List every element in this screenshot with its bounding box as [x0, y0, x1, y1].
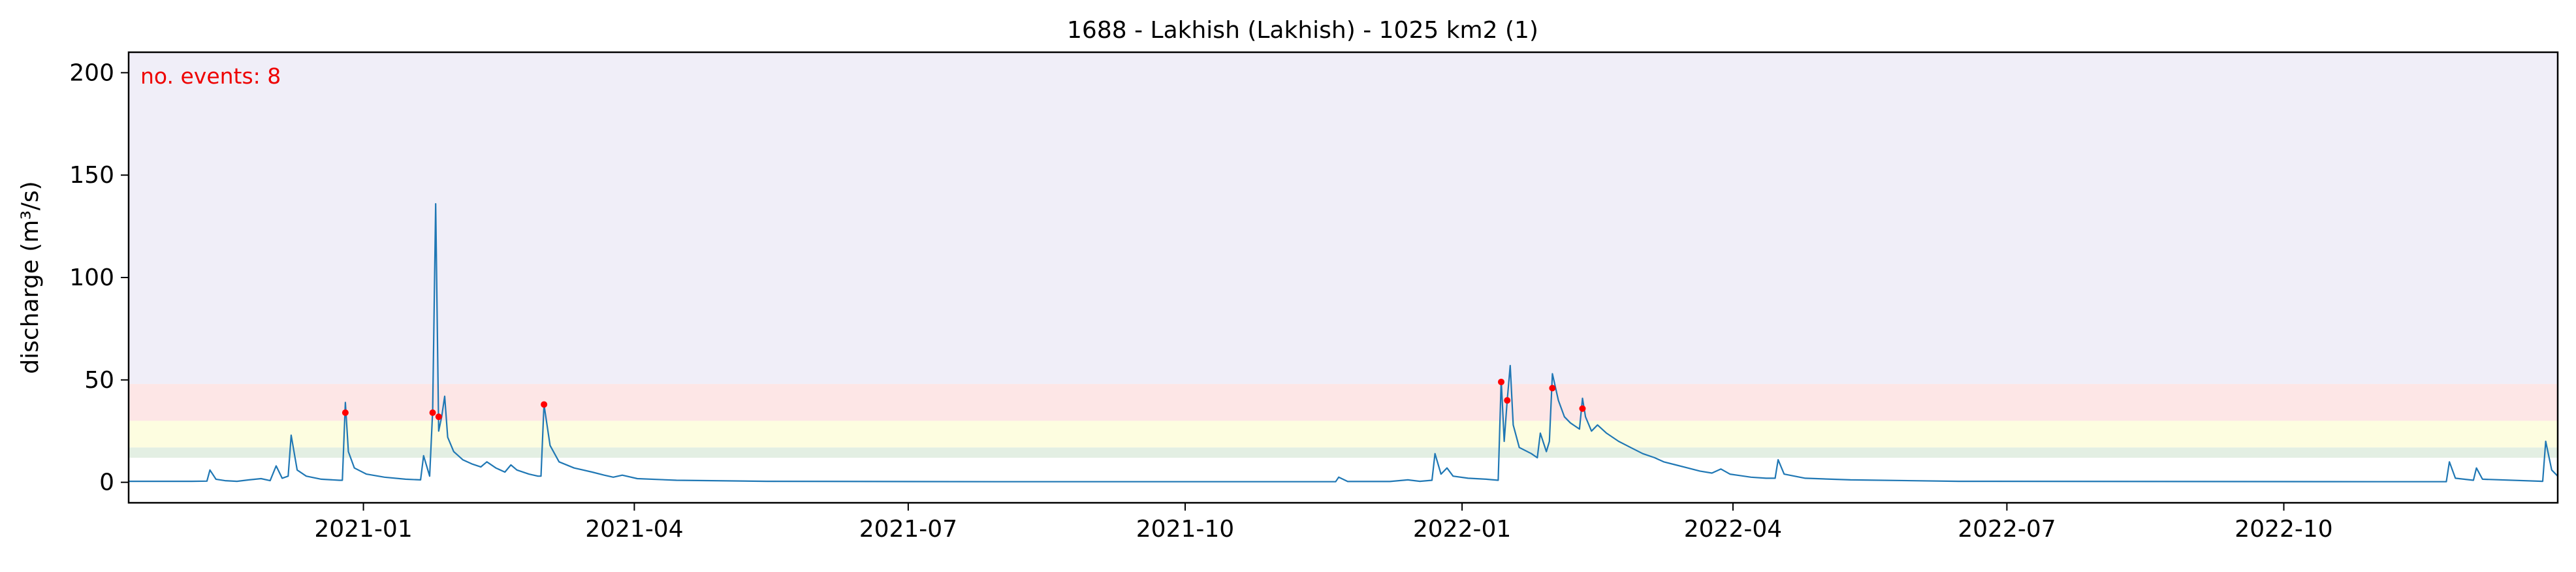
y-tick-label-1: 50 — [84, 367, 114, 394]
threshold-bands — [129, 52, 2558, 458]
discharge-series — [129, 203, 2558, 483]
x-tick-label-0: 2021-01 — [314, 516, 412, 543]
y-tick-label-0: 0 — [99, 469, 114, 496]
event-marker-6 — [1549, 385, 1556, 392]
chart-title: 1688 - Lakhish (Lakhish) - 1025 km2 (1) — [1067, 17, 1538, 44]
x-tick-label-4: 2022-01 — [1413, 516, 1511, 543]
y-axis: 0 50 100 150 200 — [69, 59, 129, 496]
x-tick-label-7: 2022-10 — [2234, 516, 2332, 543]
events-count-annotation: no. events: 8 — [140, 63, 281, 89]
y-tick-label-4: 200 — [69, 59, 114, 86]
event-marker-2 — [435, 413, 442, 421]
event-marker-0 — [342, 409, 349, 416]
y-tick-label-2: 100 — [69, 264, 114, 291]
event-marker-4 — [1498, 378, 1505, 385]
event-marker-1 — [429, 409, 436, 416]
y-tick-label-3: 150 — [69, 162, 114, 189]
discharge-line-0 — [129, 203, 2558, 483]
y-axis-label: discharge (m³/s) — [17, 181, 44, 373]
x-axis: 2021-01 2021-04 2021-07 2021-10 2022-01 2022-… — [314, 503, 2333, 543]
threshold-band-3 — [129, 447, 2558, 458]
event-marker-5 — [1504, 397, 1511, 404]
x-tick-label-5: 2022-04 — [1684, 516, 1782, 543]
threshold-band-2 — [129, 421, 2558, 448]
threshold-band-1 — [129, 384, 2558, 421]
event-marker-3 — [541, 401, 548, 408]
x-tick-label-1: 2021-04 — [585, 516, 683, 543]
event-marker-7 — [1579, 405, 1586, 412]
x-tick-label-2: 2021-07 — [859, 516, 957, 543]
x-tick-label-3: 2021-10 — [1136, 516, 1234, 543]
event-markers — [342, 378, 1586, 421]
threshold-band-0 — [129, 52, 2558, 385]
x-tick-label-6: 2022-07 — [1958, 516, 2056, 543]
